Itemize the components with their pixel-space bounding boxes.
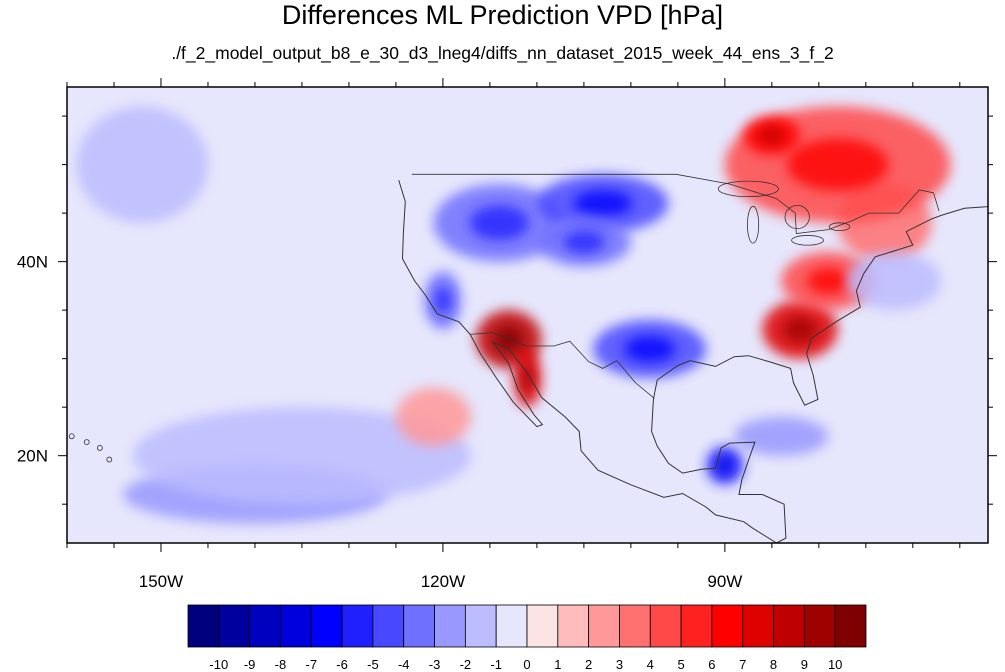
colorbar-swatch xyxy=(372,604,405,648)
x-tick-label: 150W xyxy=(139,572,183,591)
hawaii-island-0 xyxy=(106,456,113,463)
colorbar-label: 3 xyxy=(616,657,623,672)
colorbar-label: 0 xyxy=(523,657,530,672)
plot-frame xyxy=(66,86,989,544)
colorbar-label: 1 xyxy=(554,657,561,672)
colorbar-swatch xyxy=(619,604,651,648)
coastlines xyxy=(68,173,988,543)
colorbar: -10 -9 -8 -7 -6 -5 -4 -3 -2 -1 0 1 2 3 4 5 6 7 8 9 10 xyxy=(187,604,867,672)
chart-title: Differences ML Prediction VPD [hPa] xyxy=(281,0,724,30)
colorbar-label: -4 xyxy=(398,657,410,672)
colorbar-swatch xyxy=(588,604,620,648)
anomaly-region-1 xyxy=(76,232,302,330)
colorbar-label: 8 xyxy=(770,657,777,672)
colorbar-swatch xyxy=(218,604,251,648)
anomaly-region-0 xyxy=(76,106,208,223)
lake-4 xyxy=(828,222,851,231)
anomaly-core-7 xyxy=(562,231,606,254)
colorbar-swatch xyxy=(310,604,343,648)
colorbar-swatch xyxy=(464,604,497,648)
colorbar-swatch xyxy=(341,604,374,648)
colorbar-label: 5 xyxy=(677,657,684,672)
colorbar-label: 10 xyxy=(828,657,842,672)
colorbar-swatch xyxy=(680,604,713,648)
x-tick-label: 120W xyxy=(421,572,465,591)
anomaly-region-3 xyxy=(132,407,472,505)
anomaly-field xyxy=(76,106,951,524)
anomaly-core-6 xyxy=(573,190,633,217)
lake-1 xyxy=(747,205,760,244)
x-axis: 150W 120W 90W xyxy=(66,78,961,591)
x-tick-label: 90W xyxy=(707,572,742,591)
colorbar-label: 9 xyxy=(801,657,808,672)
colorbar-swatch xyxy=(557,604,590,648)
colorbar-label: -5 xyxy=(367,657,379,672)
colorbar-swatch xyxy=(834,604,867,648)
colorbar-swatch xyxy=(249,604,281,648)
anomaly-region-19 xyxy=(847,251,942,311)
colorbar-swatch xyxy=(711,604,744,648)
y-tick-label: 40N xyxy=(17,253,48,272)
anomaly-core-17 xyxy=(716,456,734,475)
anomaly-core-5 xyxy=(469,205,529,241)
hawaii-island-3 xyxy=(68,433,75,440)
colorbar-swatch xyxy=(280,604,312,648)
colorbar-label: -3 xyxy=(429,657,441,672)
chart-subtitle: ./f_2_model_output_b8_e_30_d3_lneg4/diff… xyxy=(171,43,834,63)
colorbar-label: 2 xyxy=(585,657,592,672)
colorbar-label: 6 xyxy=(708,657,715,672)
colorbar-swatch xyxy=(649,604,682,648)
colorbar-label: -2 xyxy=(460,657,472,672)
border-line-0 xyxy=(411,173,940,234)
anomaly-core-9 xyxy=(624,335,676,363)
anomaly-core-16 xyxy=(759,126,785,145)
lake-3 xyxy=(791,235,824,246)
colorbar-swatch xyxy=(495,604,528,648)
anomaly-region-18 xyxy=(734,416,829,456)
colorbar-swatch xyxy=(773,604,805,648)
anomaly-region-4 xyxy=(395,387,472,446)
colorbar-label: -10 xyxy=(209,657,228,672)
colorbar-label: -8 xyxy=(275,657,287,672)
colorbar-swatch xyxy=(403,604,435,648)
anomaly-core-15 xyxy=(786,138,889,191)
coastline xyxy=(398,179,988,543)
colorbar-swatch xyxy=(803,604,836,648)
colorbar-swatch xyxy=(526,604,559,648)
border-line-1 xyxy=(470,332,655,399)
colorbar-label: -9 xyxy=(244,657,256,672)
colorbar-label: 4 xyxy=(647,657,654,672)
lake-2 xyxy=(784,204,810,230)
anomaly-core-8 xyxy=(434,287,452,314)
colorbar-label: -1 xyxy=(490,657,502,672)
colorbar-label: -6 xyxy=(336,657,348,672)
anomaly-core-11 xyxy=(521,364,534,392)
colorbar-swatch xyxy=(434,604,466,648)
lake-0 xyxy=(717,180,779,198)
anomaly-core-13 xyxy=(807,267,850,295)
colorbar-swatch xyxy=(187,604,220,648)
colorbar-swatch xyxy=(742,604,774,648)
y-axis: 40N 20N xyxy=(17,115,997,505)
colorbar-label: 7 xyxy=(739,657,746,672)
y-tick-label: 20N xyxy=(17,447,48,466)
colorbar-label: -7 xyxy=(305,657,317,672)
hawaii-island-1 xyxy=(96,445,103,451)
hawaii-island-2 xyxy=(83,439,90,445)
anomaly-core-12 xyxy=(783,316,817,343)
